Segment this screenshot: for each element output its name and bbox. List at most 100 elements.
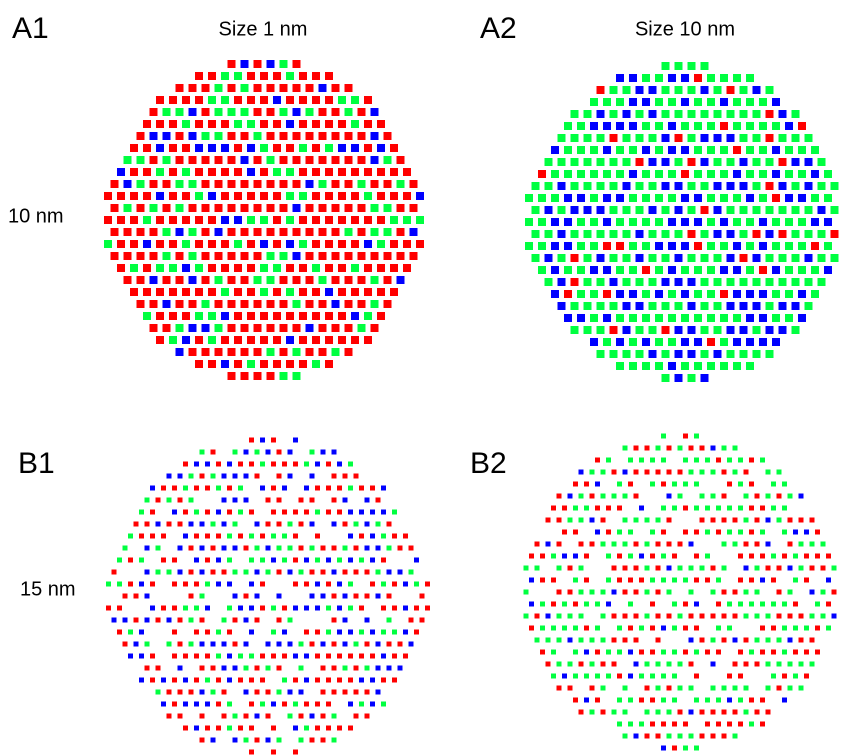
particle	[188, 473, 194, 479]
particle	[247, 120, 255, 128]
particle	[629, 98, 637, 106]
particle	[529, 625, 534, 631]
particle	[293, 677, 298, 683]
particle	[208, 120, 216, 128]
particle	[397, 569, 403, 575]
particle	[238, 677, 243, 683]
particle	[743, 541, 749, 547]
particle	[672, 697, 677, 703]
particle	[694, 553, 699, 559]
particle	[386, 665, 392, 671]
particle	[298, 689, 304, 695]
particle	[710, 613, 716, 619]
particle	[713, 134, 722, 142]
particle	[392, 677, 397, 683]
particle	[677, 565, 683, 571]
particle	[688, 541, 694, 547]
particle	[642, 338, 650, 346]
particle	[567, 517, 573, 523]
particle	[326, 605, 331, 611]
particle	[305, 180, 314, 188]
particle	[359, 485, 364, 491]
particle	[331, 473, 337, 479]
particle	[143, 120, 151, 128]
particle	[633, 637, 639, 643]
particle	[721, 589, 727, 595]
particle	[276, 641, 282, 647]
particle	[726, 350, 735, 358]
particle	[584, 577, 589, 583]
particle	[668, 338, 676, 346]
particle	[661, 158, 670, 166]
particle	[596, 254, 605, 262]
particle	[292, 156, 301, 164]
particle	[144, 593, 150, 599]
particle	[545, 541, 551, 547]
particle	[596, 134, 605, 142]
particle	[759, 290, 767, 298]
particle	[416, 216, 424, 224]
particle	[710, 517, 716, 523]
particle	[320, 545, 326, 551]
particle	[337, 725, 342, 731]
particle	[765, 709, 771, 715]
particle	[655, 733, 661, 739]
particle	[128, 581, 133, 587]
particle	[824, 242, 832, 250]
particle	[733, 218, 741, 226]
particle	[232, 617, 238, 623]
particle	[183, 701, 188, 707]
particle	[353, 665, 359, 671]
particle	[752, 326, 761, 334]
particle	[370, 204, 379, 212]
particle	[628, 625, 633, 631]
particle	[249, 749, 254, 755]
particle	[232, 593, 238, 599]
particle	[674, 302, 683, 310]
particle	[254, 449, 260, 455]
particle	[240, 180, 249, 188]
particle	[287, 617, 293, 623]
particle	[194, 677, 199, 683]
particle	[798, 266, 806, 274]
particle	[739, 350, 748, 358]
particle	[589, 493, 595, 499]
particle	[342, 665, 348, 671]
particle	[793, 673, 798, 679]
particle	[681, 362, 689, 370]
particle	[811, 242, 819, 250]
particle	[177, 521, 183, 527]
particle	[123, 156, 132, 164]
particle	[564, 122, 572, 130]
particle	[337, 557, 342, 563]
particle	[183, 533, 188, 539]
particle	[752, 206, 761, 214]
particle	[713, 110, 722, 118]
particle	[713, 326, 722, 334]
particle	[578, 589, 584, 595]
particle	[804, 529, 809, 535]
particle	[707, 98, 715, 106]
particle	[162, 156, 171, 164]
particle	[201, 348, 210, 356]
particle	[331, 497, 337, 503]
particle	[292, 228, 301, 236]
particle	[232, 665, 238, 671]
particle	[318, 324, 327, 332]
particle	[776, 589, 782, 595]
particle	[567, 589, 573, 595]
particle	[726, 134, 735, 142]
particle	[732, 709, 738, 715]
particle	[544, 230, 553, 238]
particle	[273, 360, 281, 368]
particle	[221, 569, 227, 575]
particle	[182, 96, 190, 104]
particle	[557, 206, 566, 214]
particle	[639, 577, 644, 583]
particle	[782, 601, 787, 607]
particle	[128, 653, 133, 659]
particle	[754, 541, 760, 547]
particle	[688, 445, 694, 451]
particle	[266, 180, 275, 188]
